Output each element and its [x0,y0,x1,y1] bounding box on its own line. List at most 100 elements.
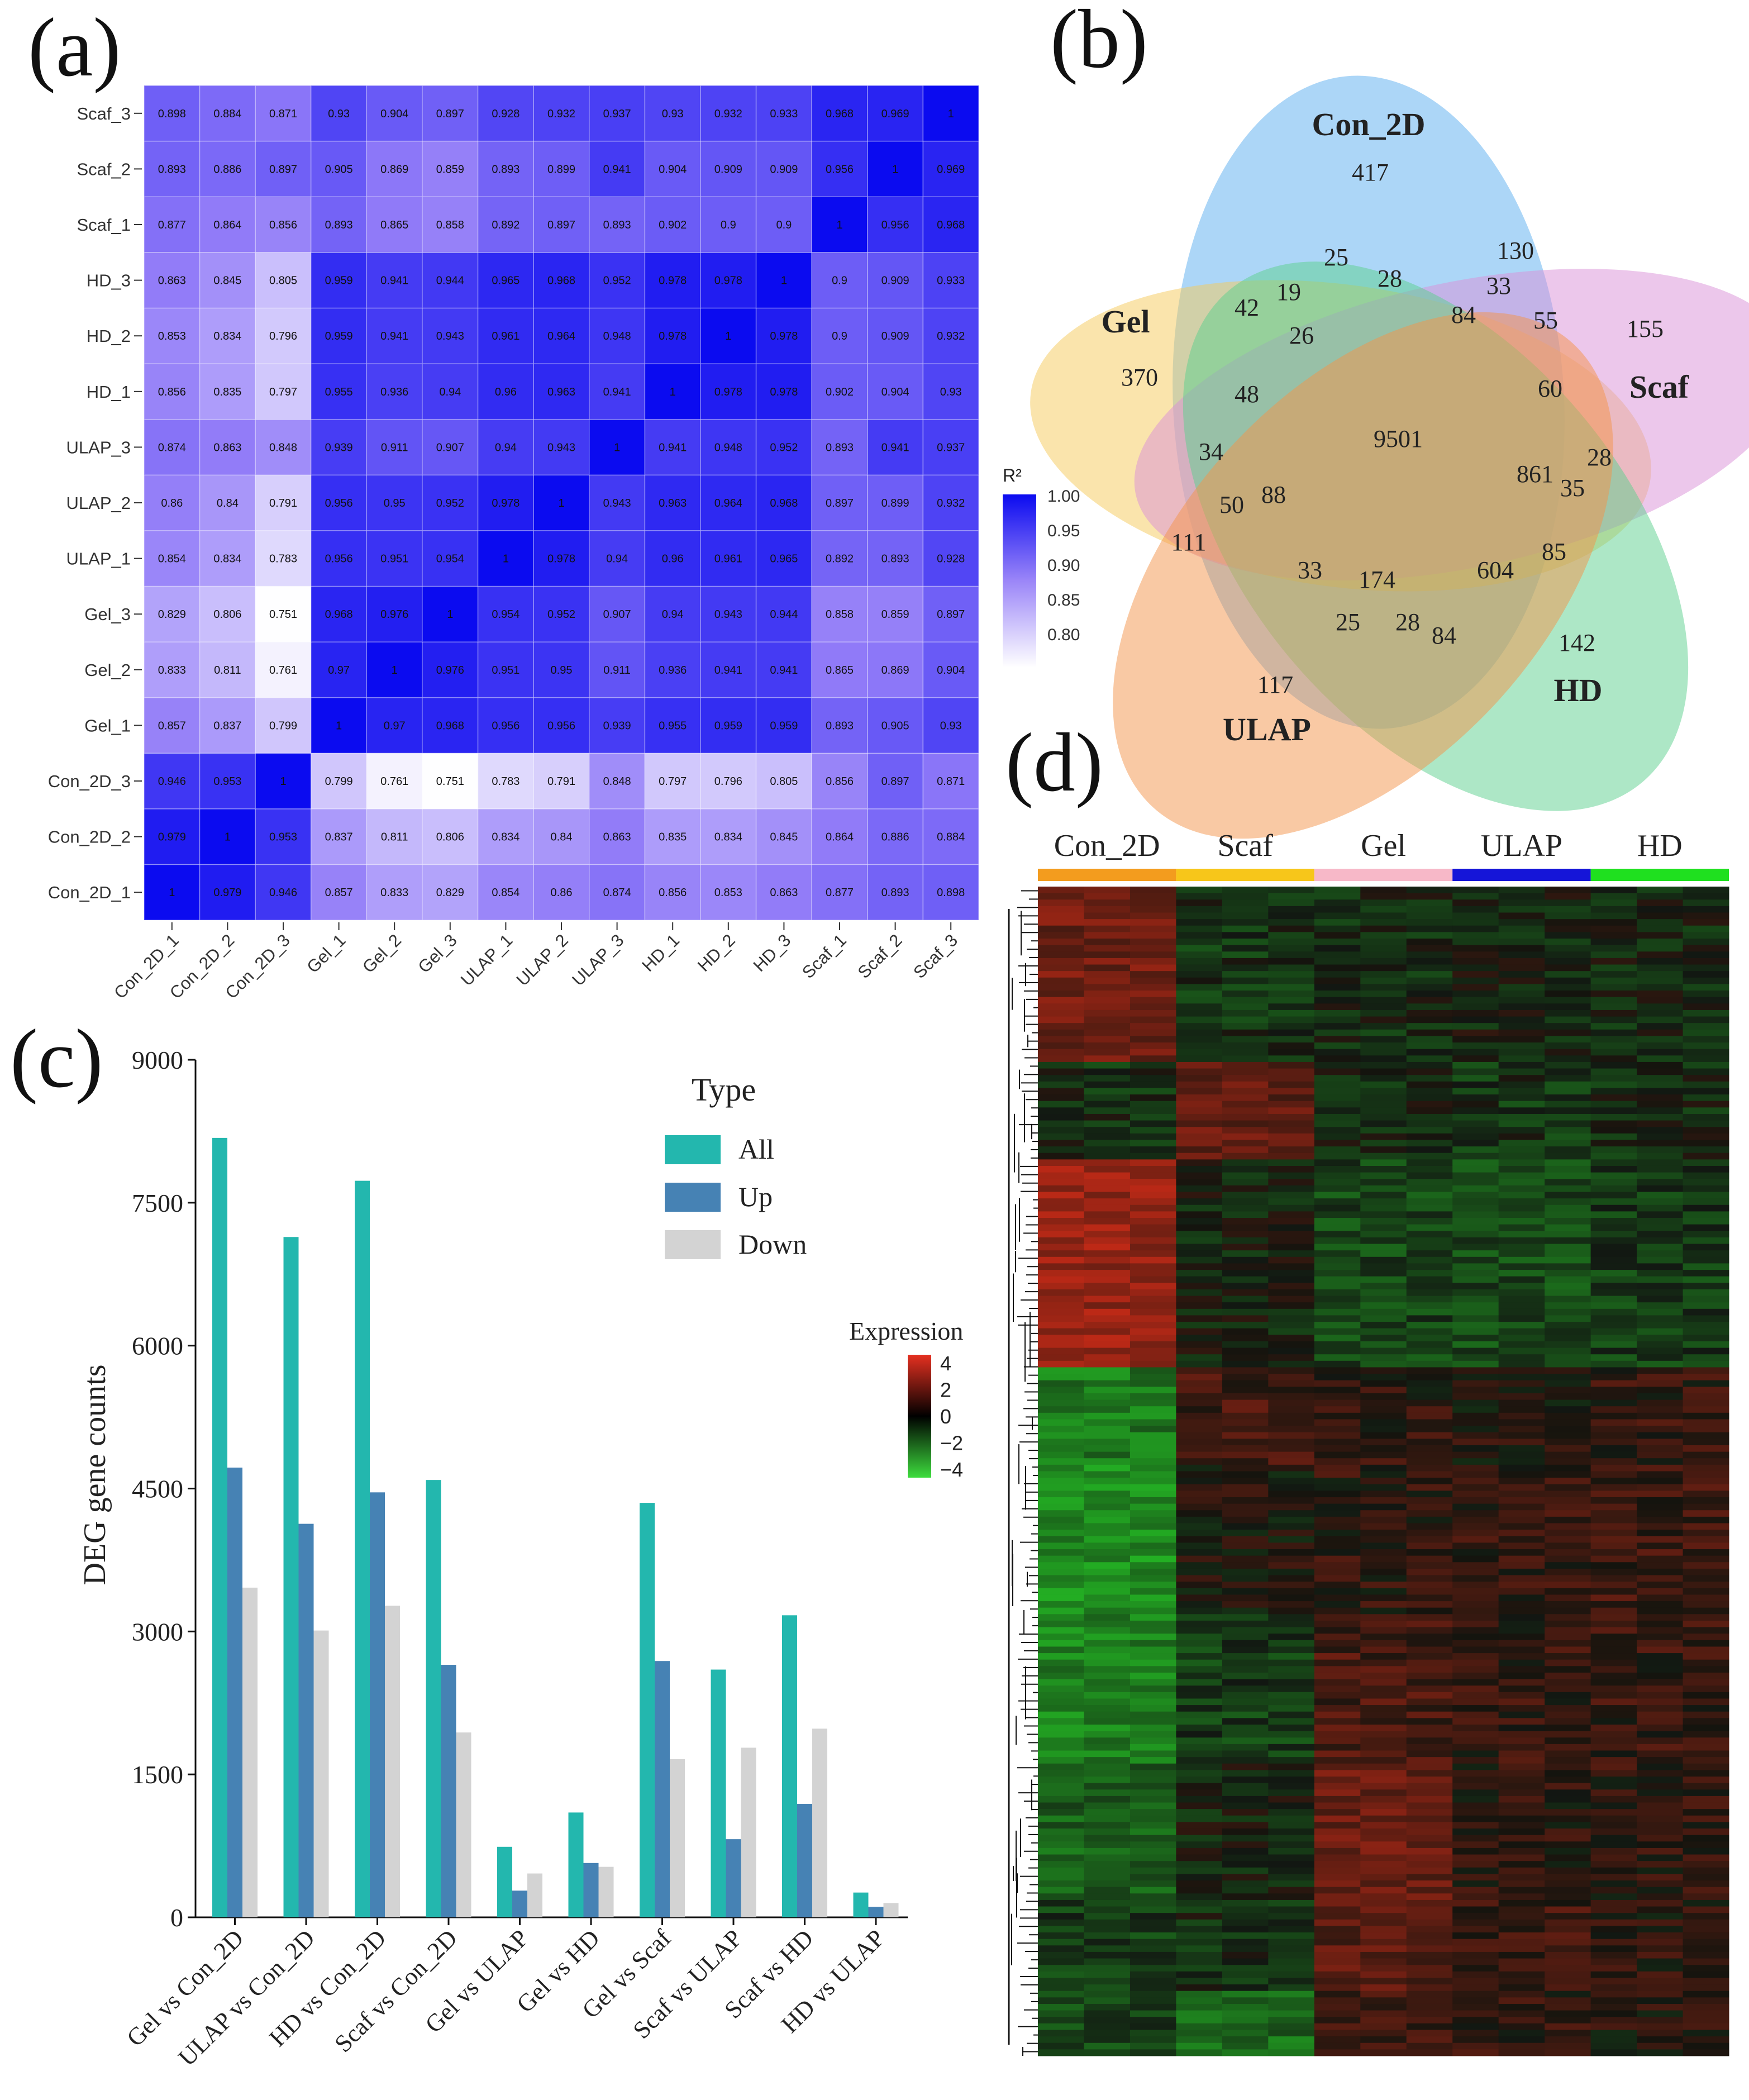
heatmap-tile [1176,1081,1223,1088]
heatmap-cell-value: 0.902 [659,219,687,231]
heatmap-tile [1637,1991,1684,1998]
heatmap-cell [533,641,590,698]
heatmap-tile [1406,1666,1453,1673]
heatmap-tile [1452,1146,1499,1154]
heatmap-tile [1176,1906,1223,1913]
heatmap-tile [1683,1945,1729,1953]
heatmap-tile [1590,1867,1637,1874]
heatmap-tile [1360,1906,1407,1913]
heatmap-cell-value: 0.963 [547,386,575,398]
heatmap-tile [1314,1140,1361,1147]
heatmap-tile [1176,958,1223,965]
heatmap-tile [1222,932,1269,939]
heatmap-tile [1498,899,1545,907]
heatmap-cell [644,530,701,587]
heatmap-tile [1222,906,1269,913]
heatmap-tile [1406,1867,1453,1874]
heatmap-cell [755,85,812,142]
heatmap-tile [1084,1088,1131,1095]
heatmap-tile [1130,1153,1176,1160]
heatmap-cell-value: 0.863 [603,831,631,844]
heatmap-tile [1222,1068,1269,1075]
heatmap-tile [1637,1055,1684,1063]
heatmap-tile [1360,1244,1407,1251]
heatmap-tile [1314,1283,1361,1290]
heatmap-tile [1406,1582,1453,1589]
heatmap-tile [1683,1374,1729,1381]
heatmap-tile [1084,1445,1131,1453]
legend-tick-label: −4 [940,1458,963,1481]
heatmap-tile [1222,2023,1269,2030]
heatmap-tile [1498,1263,1545,1270]
legend-tick-label: 2 [940,1379,951,1402]
heatmap-tile [1683,1088,1729,1095]
heatmap-tile [1084,1484,1131,1491]
heatmap-cell-value: 0.959 [325,330,353,342]
heatmap-tile [1452,1640,1499,1647]
venn-count: 370 [1121,364,1158,391]
heatmap-tile [1314,887,1361,894]
heatmap-cell-value: 0.904 [937,664,965,677]
heatmap-cell [867,697,924,754]
heatmap-tile [1360,951,1407,959]
heatmap-tile [1406,1159,1453,1166]
heatmap-tile [1084,1068,1131,1075]
heatmap-tile [1498,1828,1545,1836]
heatmap-cell-value: 0.956 [881,219,909,231]
heatmap-tile [1498,1360,1545,1368]
heatmap-tile [1545,1445,1591,1453]
heatmap-tile [1406,1497,1453,1504]
heatmap-tile [1545,1666,1591,1673]
heatmap-tile [1683,1270,1729,1277]
heatmap-tile [1590,1101,1637,1108]
heatmap-tile [1406,1601,1453,1608]
heatmap-tile [1590,1861,1637,1868]
venn-count: 42 [1235,294,1259,321]
heatmap-cell-value: 0.909 [881,330,909,342]
heatmap-tile [1360,1965,1407,1972]
heatmap-cell [311,753,368,809]
heatmap-tile [1637,1614,1684,1621]
heatmap-tile [1683,1640,1729,1647]
heatmap-tile [1637,1049,1684,1056]
heatmap-tile [1498,2042,1545,2050]
heatmap-cell-value: 0.863 [770,887,798,899]
heatmap-tile [1545,1458,1591,1465]
heatmap-tile [1222,1113,1269,1121]
heatmap-tile [1498,1406,1545,1413]
heatmap-tile [1360,1094,1407,1102]
heatmap-tile [1268,1549,1315,1556]
heatmap-cell [311,697,368,754]
heatmap-tile [1545,1302,1591,1309]
heatmap-tile [1452,1250,1499,1258]
heatmap-tile [1360,932,1407,939]
heatmap-tile [1452,1951,1499,1959]
heatmap-tile [1637,1439,1684,1446]
heatmap-cell [811,85,868,142]
heatmap-cell-value: 0.905 [325,163,353,175]
heatmap-tile [1314,2010,1361,2017]
heatmap-cell [922,530,979,587]
heatmap-tile [1130,1685,1176,1693]
heatmap-tile [1406,1523,1453,1530]
heatmap-tile [1130,1516,1176,1524]
heatmap-tile [1452,1276,1499,1283]
heatmap-tile [1360,1439,1407,1446]
heatmap-cell [922,808,979,865]
venn-count: 84 [1451,301,1476,328]
heatmap-tile [1084,1081,1131,1088]
heatmap-tile [1268,1296,1315,1303]
heatmap-tile [1498,1464,1545,1472]
heatmap-tile [1637,1497,1684,1504]
heatmap-cell-value: 0.978 [659,275,687,287]
heatmap-tile [1314,1374,1361,1381]
heatmap-tile [1683,1997,1729,2004]
heatmap-tile [1268,932,1315,939]
heatmap-tile [1498,1965,1545,1972]
heatmap-tile [1452,1140,1499,1147]
heatmap-tile [1268,1796,1315,1803]
heatmap-tile [1084,1516,1131,1524]
heatmap-tile [1406,1270,1453,1277]
heatmap-tile [1452,1847,1499,1855]
heatmap-tile [1406,1809,1453,1816]
